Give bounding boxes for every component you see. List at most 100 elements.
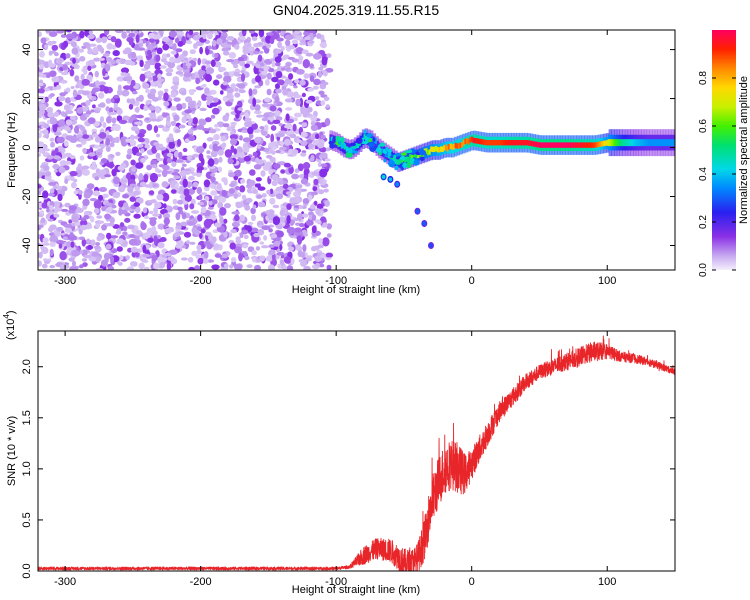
spectrogram-noise-cell bbox=[140, 157, 146, 163]
spectrogram-track-core bbox=[648, 139, 651, 147]
spectrogram-noise-cell bbox=[261, 193, 267, 198]
spectrogram-noise-cell bbox=[156, 47, 163, 55]
spectrogram-noise-cell bbox=[301, 92, 306, 98]
spectrogram-noise-cell bbox=[272, 237, 281, 242]
spectrogram-noise-cell bbox=[182, 50, 189, 57]
spectrogram-track-blob bbox=[355, 137, 363, 144]
spectrogram-noise-cell bbox=[296, 235, 303, 245]
colorbar-tick-label: 0.6 bbox=[698, 119, 709, 133]
spectrogram-track-core bbox=[493, 140, 496, 146]
spectrogram-track-core bbox=[661, 139, 664, 147]
spectrogram-track-core bbox=[365, 135, 368, 142]
spectrogram-track-core bbox=[596, 142, 599, 148]
spectrogram-noise-cell bbox=[172, 43, 177, 51]
spectrogram-noise-cell bbox=[80, 219, 88, 227]
spectrogram-noise-cell bbox=[142, 232, 151, 240]
spectrogram-noise-cell bbox=[277, 41, 282, 49]
spectrogram-noise-cell bbox=[42, 148, 50, 152]
spectrogram-noise-cell bbox=[100, 143, 105, 149]
spectrogram-noise-cell bbox=[173, 150, 179, 158]
spectrogram-noise-cell bbox=[253, 50, 259, 55]
spectrogram-noise-cell bbox=[69, 116, 76, 120]
spectrogram-noise-cell bbox=[277, 79, 285, 86]
spectrogram-noise-cell bbox=[166, 53, 171, 58]
spectrogram-noise-cell bbox=[97, 220, 105, 224]
spectrogram-noise-cell bbox=[300, 178, 308, 185]
spectrogram-noise-cell bbox=[173, 114, 180, 122]
spectrogram-noise-cell bbox=[195, 254, 202, 260]
spectrogram-track-core bbox=[622, 139, 625, 147]
spectrogram-noise-cell bbox=[112, 50, 120, 57]
spectrogram-noise-cell bbox=[261, 117, 268, 122]
spectrogram-noise-cell bbox=[295, 222, 301, 226]
spectrogram-noise-cell bbox=[116, 76, 125, 82]
spectrogram-track-core bbox=[659, 139, 662, 147]
spectrogram-noise-cell bbox=[270, 156, 276, 164]
colorbar: 0.0 0.2 0.4 0.6 0.8 Normalized spectral ampl… bbox=[698, 30, 750, 277]
spectrogram-noise-cell bbox=[78, 236, 85, 241]
spectrogram-noise-cell bbox=[284, 138, 291, 146]
spectrogram-noise-cell bbox=[189, 89, 195, 96]
spectrogram-track-core bbox=[653, 139, 656, 147]
spectrogram-noise-cell bbox=[233, 71, 240, 77]
spectrogram-noise-cell bbox=[292, 39, 298, 45]
spectrogram-noise-cell bbox=[238, 135, 243, 141]
spectrogram-noise-cell bbox=[65, 53, 71, 59]
spectrogram-noise-cell bbox=[200, 206, 207, 213]
spectrogram-noise-cell bbox=[163, 101, 170, 107]
spectrogram-track-blob bbox=[393, 154, 397, 160]
spectrogram-noise-cell bbox=[133, 248, 141, 253]
spectrogram-noise-cell bbox=[109, 142, 115, 148]
spectrogram-frame bbox=[37, 29, 676, 271]
spectrogram-noise-cell bbox=[289, 197, 298, 204]
spectrogram-noise-cell bbox=[178, 209, 184, 215]
spectrogram-noise-cell bbox=[176, 138, 182, 147]
spectrogram-noise-cell bbox=[94, 176, 100, 181]
spectrogram-noise-cell bbox=[217, 166, 223, 173]
spectrogram-noise-cell bbox=[40, 217, 46, 224]
spectrogram-noise-cell bbox=[182, 147, 188, 153]
spectrogram-track-core bbox=[392, 157, 395, 164]
spectrogram-noise-cell bbox=[63, 104, 71, 111]
spectrogram-track-core bbox=[384, 151, 387, 158]
spectrogram-noise-cell bbox=[273, 240, 281, 247]
spectrogram-noise-cell bbox=[272, 216, 281, 226]
snr-multiplier: (x104) bbox=[2, 310, 17, 340]
spectrogram-noise-cell bbox=[139, 181, 147, 187]
spectrogram-noise-cell bbox=[272, 204, 280, 209]
spectrogram-noise-cell bbox=[142, 244, 147, 254]
x-tick-label: -100 bbox=[325, 275, 347, 287]
spectrogram-noise-cell bbox=[53, 213, 60, 218]
spectrogram-track-core bbox=[513, 140, 516, 146]
spectrogram-noise-cell bbox=[73, 190, 79, 195]
spectrogram-marks bbox=[38, 30, 675, 270]
spectrogram-noise-cell bbox=[123, 225, 128, 232]
spectrogram-noise-cell bbox=[283, 256, 292, 264]
spectrogram-noise-cell bbox=[269, 105, 277, 112]
spectrogram-noise-cell bbox=[228, 159, 234, 164]
spectrogram-noise-cell bbox=[42, 242, 50, 246]
spectrogram-noise-cell bbox=[126, 75, 133, 82]
spectrogram-noise-cell bbox=[163, 92, 169, 102]
y-tick-label: 1.5 bbox=[21, 410, 33, 425]
spectrogram-noise-cell bbox=[243, 234, 249, 240]
spectrogram-noise-cell bbox=[173, 175, 181, 180]
spectrogram-noise-cell bbox=[170, 120, 177, 126]
spectrogram-noise-cell bbox=[229, 264, 234, 269]
spectrogram-track-core bbox=[651, 139, 654, 147]
spectrogram-noise-cell bbox=[98, 92, 105, 99]
spectrogram-noise-cell bbox=[148, 190, 155, 196]
spectrogram-noise-cell bbox=[183, 188, 190, 197]
spectrogram-noise-cell bbox=[231, 121, 236, 127]
spectrogram-noise-cell bbox=[234, 214, 240, 222]
spectrogram-noise-cell bbox=[228, 172, 236, 178]
spectrogram-track-core bbox=[487, 140, 490, 146]
spectrogram-noise-cell bbox=[198, 194, 203, 201]
y-tick-label: -40 bbox=[21, 238, 33, 254]
spectrogram-noise-cell bbox=[71, 249, 80, 257]
spectrogram-track-core bbox=[483, 139, 486, 146]
spectrogram-noise-cell bbox=[59, 264, 66, 270]
spectrogram-noise-cell bbox=[79, 125, 86, 132]
spectrogram-noise-cell bbox=[78, 190, 83, 195]
